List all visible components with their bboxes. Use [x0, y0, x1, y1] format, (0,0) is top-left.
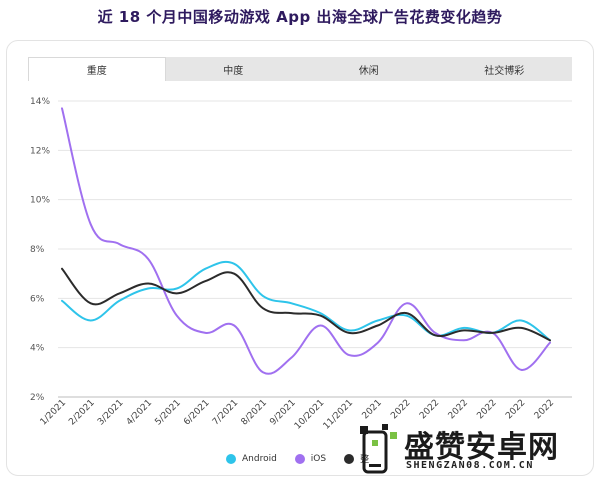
y-tick-label: 6% [30, 294, 45, 304]
x-tick-label: 8/2021 [240, 398, 269, 427]
chart-title: 近 18 个月中国移动游戏 App 出海全球广告花费变化趋势 [97, 8, 503, 26]
x-tick-label: 11/2021 [322, 398, 356, 432]
series-line-ios [61, 107, 551, 375]
tab-social-casino[interactable]: 社交博彩 [436, 57, 572, 81]
watermark-brand: 盛赞安卓网 [404, 430, 559, 465]
legend-swatch-overall [344, 453, 355, 464]
x-tick-label: 2022 [504, 398, 527, 421]
x-tick-label: 5/2021 [153, 398, 182, 427]
tab-heavy[interactable]: 重度 [28, 57, 166, 81]
watermark: 盛赞安卓网 SHENGZAN08.COM.CN [358, 420, 598, 478]
x-tick-label: 2/2021 [67, 398, 96, 427]
legend-item-ios[interactable]: iOS [294, 453, 327, 464]
y-tick-label: 2% [30, 393, 45, 403]
watermark-url: SHENGZAN08.COM.CN [406, 460, 534, 471]
tab-medium[interactable]: 中度 [165, 57, 301, 81]
x-tick-label: 10/2021 [293, 398, 327, 432]
x-tick-label: 4/2021 [125, 398, 154, 427]
x-tick-label: 2021 [361, 398, 384, 421]
y-tick-label: 14% [30, 97, 50, 107]
legend-swatch-android [226, 453, 236, 464]
x-tick-label: 2022 [533, 398, 556, 421]
tab-casual[interactable]: 休闲 [301, 57, 437, 81]
x-tick-label: 6/2021 [182, 398, 211, 427]
legend-item-android[interactable]: Android [226, 453, 277, 464]
y-tick-label: 10% [30, 196, 50, 206]
legend-swatch-ios [294, 453, 305, 464]
legend-label-ios: iOS [310, 453, 327, 464]
series-line-overall [61, 267, 551, 342]
x-tick-label: 2022 [475, 398, 498, 421]
x-tick-label: 7/2021 [211, 398, 240, 427]
y-tick-label: 4% [30, 344, 45, 354]
y-tick-label: 8% [30, 245, 45, 255]
y-tick-label: 12% [30, 146, 50, 156]
x-tick-label: 3/2021 [96, 398, 125, 427]
series-line-android [61, 260, 551, 342]
chart-card [6, 40, 594, 476]
legend-label-android: Android [242, 453, 277, 464]
x-tick-label: 2022 [418, 398, 441, 421]
category-tabs: 重度 中度 休闲 社交博彩 [28, 57, 572, 81]
phone-logo-icon [360, 424, 397, 474]
x-tick-label: 2022 [389, 398, 412, 421]
x-tick-label: 2022 [447, 398, 470, 421]
